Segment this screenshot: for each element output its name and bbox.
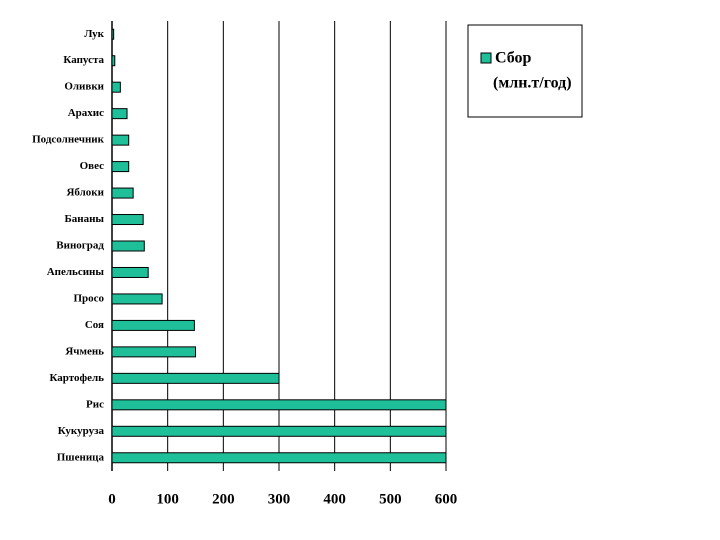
y-tick-label: Ячмень bbox=[65, 345, 104, 357]
bar bbox=[111, 161, 130, 173]
bar bbox=[111, 55, 116, 67]
legend-label: Сбор bbox=[495, 50, 532, 67]
x-tick-label: 200 bbox=[212, 491, 235, 507]
y-tick-label: Пшеница bbox=[57, 451, 105, 463]
y-tick-label: Виноград bbox=[56, 240, 104, 252]
bar bbox=[111, 240, 145, 252]
y-tick-label: Подсолнечник bbox=[32, 134, 105, 146]
y-tick-label: Овес bbox=[80, 160, 105, 172]
bar bbox=[111, 319, 195, 331]
bar bbox=[111, 452, 447, 464]
x-tick-label: 300 bbox=[268, 491, 291, 507]
bar bbox=[111, 425, 447, 437]
x-tick-label: 500 bbox=[379, 491, 402, 507]
bar bbox=[111, 187, 134, 199]
y-tick-label: Просо bbox=[73, 292, 104, 304]
bar bbox=[111, 214, 144, 226]
bar bbox=[111, 372, 280, 384]
legend-box bbox=[467, 24, 583, 118]
bar bbox=[111, 399, 447, 411]
x-tick-label: 400 bbox=[323, 491, 346, 507]
y-tick-label: Лук bbox=[84, 28, 104, 40]
bar bbox=[111, 266, 149, 278]
bar bbox=[111, 81, 121, 93]
y-tick-label: Оливки bbox=[64, 81, 104, 93]
y-tick-label: Кукуруза bbox=[58, 425, 105, 437]
y-tick-label: Капуста bbox=[63, 54, 104, 66]
y-tick-label: Арахис bbox=[68, 107, 104, 119]
y-tick-label: Апельсины bbox=[47, 266, 105, 278]
y-tick-label: Рис bbox=[86, 398, 104, 410]
bar bbox=[111, 293, 163, 305]
legend-note: (млн.т/год) bbox=[493, 75, 572, 92]
y-tick-label: Яблоки bbox=[66, 187, 104, 199]
x-tick-label: 100 bbox=[156, 491, 179, 507]
bar bbox=[111, 28, 115, 40]
y-tick-label: Бананы bbox=[64, 213, 104, 225]
x-tick-label: 0 bbox=[108, 491, 116, 507]
y-tick-label: Соя bbox=[85, 319, 104, 331]
x-tick-label: 600 bbox=[435, 491, 458, 507]
y-tick-label: Картофель bbox=[49, 372, 104, 384]
bar bbox=[111, 108, 128, 120]
bar bbox=[111, 134, 130, 146]
legend-swatch bbox=[480, 52, 492, 64]
bar bbox=[111, 346, 196, 358]
